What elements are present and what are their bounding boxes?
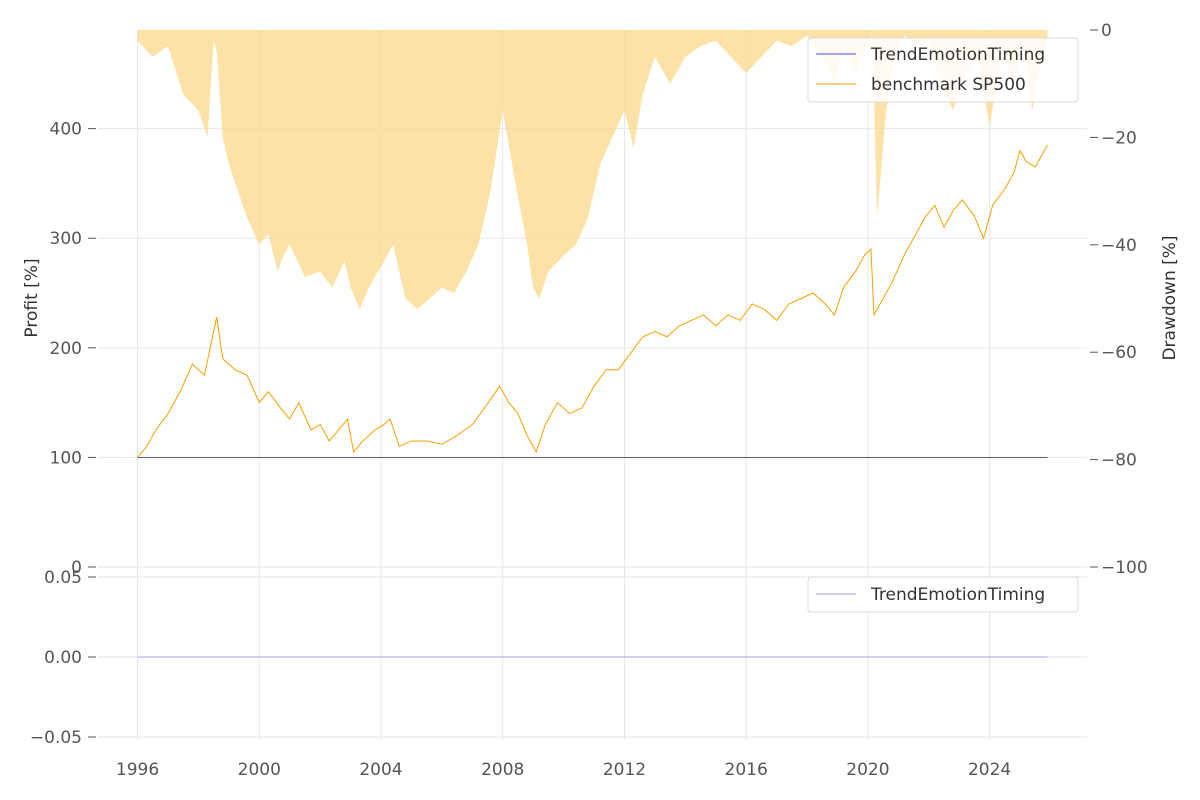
drawdown-tick-label: −60 — [1101, 343, 1137, 363]
bottom-panel: 0.05 0.00 −0.05 1996 2000 2004 2008 2012 2016 20… — [30, 567, 1087, 780]
drawdown-axis-label: Drawdown [%] — [1160, 235, 1180, 360]
bottom-tick-label: 0.00 — [44, 648, 82, 668]
x-tick-label: 2008 — [481, 760, 524, 780]
bottom-legend-box — [807, 576, 1079, 613]
x-tick-label: 2012 — [603, 760, 646, 780]
top-lines-layer — [137, 144, 1048, 458]
drawdown-area — [137, 30, 1048, 310]
drawdown-tick-label: 0 — [1101, 21, 1112, 41]
top-legend-box — [807, 37, 1079, 103]
profit-tick-label: 300 — [50, 229, 82, 249]
x-axis: 1996 2000 2004 2008 2012 2016 2020 2024 — [116, 760, 1011, 780]
x-tick-label: 2000 — [238, 760, 281, 780]
profit-panel: 0 100 200 300 400 0 −20 −40 −60 −80 −100 Profit [… — [22, 21, 1180, 578]
bottom-legend: TrendEmotionTiming — [807, 576, 1079, 613]
x-tick-label: 1996 — [116, 760, 159, 780]
profit-axis-label: Profit [%] — [22, 258, 42, 337]
x-tick-label: 2004 — [359, 760, 402, 780]
drawdown-axis: 0 −20 −40 −60 −80 −100 — [1090, 21, 1148, 578]
drawdown-area-layer — [137, 30, 1048, 310]
drawdown-tick-label: −100 — [1101, 558, 1148, 578]
drawdown-tick-label: −80 — [1101, 451, 1137, 471]
benchmark-sp500-line — [137, 144, 1048, 458]
x-tick-label: 2024 — [968, 760, 1011, 780]
profit-tick-label: 100 — [50, 448, 82, 468]
legend-label-strategy: TrendEmotionTiming — [870, 45, 1045, 65]
profit-tick-label: 200 — [50, 339, 82, 359]
x-tick-label: 2020 — [846, 760, 889, 780]
profit-tick-label: 0 — [71, 558, 82, 578]
bottom-tick-label: −0.05 — [30, 728, 82, 748]
bottom-tick-label: 0.05 — [44, 568, 82, 588]
drawdown-tick-label: −40 — [1101, 236, 1137, 256]
top-legend: TrendEmotionTiming benchmark SP500 — [807, 37, 1079, 103]
bottom-y-axis: 0.05 0.00 −0.05 — [30, 568, 96, 748]
legend-label-benchmark: benchmark SP500 — [871, 75, 1026, 95]
profit-tick-label: 400 — [50, 120, 82, 140]
x-tick-label: 2016 — [725, 760, 768, 780]
profit-axis: 0 100 200 300 400 — [50, 120, 96, 578]
drawdown-tick-label: −20 — [1101, 128, 1137, 148]
legend-label-strategy-bottom: TrendEmotionTiming — [870, 585, 1045, 605]
